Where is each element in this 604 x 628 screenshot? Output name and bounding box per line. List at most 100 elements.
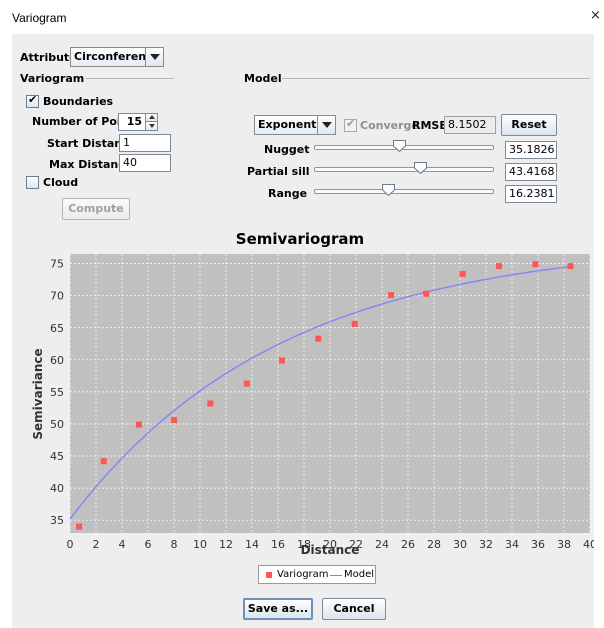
partial-sill-slider-thumb[interactable] xyxy=(414,162,428,174)
boundaries-label: Boundaries xyxy=(43,95,114,108)
variogram-point xyxy=(567,263,574,270)
model-type-value: Exponential xyxy=(258,118,332,131)
chart-grid xyxy=(69,254,591,533)
variogram-point xyxy=(315,335,322,342)
dialog-content: Attribute Circonference Variogram Model … xyxy=(12,34,594,628)
nugget-slider-thumb[interactable] xyxy=(392,140,406,152)
y-tick-label: 70 xyxy=(50,290,64,303)
range-slider-thumb[interactable] xyxy=(381,184,395,196)
x-tick-label: 30 xyxy=(453,538,467,551)
close-icon[interactable]: × xyxy=(590,8,601,23)
x-tick-label: 40 xyxy=(583,538,594,551)
converge-checkbox[interactable]: ✔ xyxy=(344,117,357,132)
variogram-point xyxy=(351,320,358,327)
x-tick-label: 24 xyxy=(375,538,389,551)
num-points-value: 15 xyxy=(126,115,142,128)
variogram-point xyxy=(459,270,466,277)
attribute-label: Attribute xyxy=(20,51,77,64)
start-distance-label: Start Distance xyxy=(47,137,137,150)
variogram-point xyxy=(532,261,539,268)
y-tick-label: 55 xyxy=(50,386,64,399)
range-slider[interactable] xyxy=(314,189,494,194)
x-tick-label: 34 xyxy=(505,538,519,551)
cloud-label: Cloud xyxy=(43,176,79,189)
cloud-checkbox[interactable] xyxy=(26,176,39,189)
x-axis-label: Distance xyxy=(301,543,360,554)
nugget-label: Nugget xyxy=(264,143,310,156)
x-axis: 0 2 4 6 8 10 12 14 16 18 20 22 24 26 28 30 32 34 36 38 40 xyxy=(67,538,595,551)
chart-legend: Variogram Model xyxy=(258,565,376,584)
boundaries-checkbox[interactable]: ✔ xyxy=(26,93,39,108)
check-icon: ✔ xyxy=(28,93,38,106)
y-tick-label: 45 xyxy=(50,450,64,463)
x-tick-label: 12 xyxy=(219,538,233,551)
variogram-point xyxy=(171,417,177,424)
x-tick-label: 10 xyxy=(193,538,207,551)
range-label: Range xyxy=(268,187,308,200)
variogram-point xyxy=(100,458,107,465)
x-tick-label: 14 xyxy=(245,538,259,551)
y-tick-label: 60 xyxy=(50,354,64,367)
variogram-point xyxy=(388,292,395,299)
variogram-point xyxy=(76,523,83,530)
x-tick-label: 18 xyxy=(297,538,311,551)
chevron-down-icon[interactable] xyxy=(145,48,163,66)
y-tick-label: 40 xyxy=(50,482,64,495)
variogram-point xyxy=(243,380,250,387)
variogram-point xyxy=(496,263,502,270)
x-tick-label: 22 xyxy=(349,538,363,551)
y-tick-label: 50 xyxy=(50,418,64,431)
model-curve xyxy=(69,265,571,520)
variogram-section-title: Variogram xyxy=(20,72,85,85)
variogram-points xyxy=(76,261,574,530)
start-distance-input[interactable]: 1 xyxy=(119,134,171,152)
save-as-button[interactable]: Save as... xyxy=(243,598,313,620)
y-tick-label: 75 xyxy=(50,258,64,271)
max-distance-label: Max Distance xyxy=(49,158,133,171)
compute-button[interactable]: Compute xyxy=(62,198,130,220)
spinner-down-icon[interactable] xyxy=(146,122,157,130)
converge-label: Converge xyxy=(360,119,419,132)
partial-sill-label: Partial sill xyxy=(247,165,310,178)
legend-marker-model xyxy=(330,575,342,576)
attribute-combo-value: Circonference xyxy=(74,50,161,63)
x-tick-label: 6 xyxy=(145,538,152,551)
reset-button[interactable]: Reset xyxy=(501,114,557,136)
x-tick-label: 20 xyxy=(323,538,337,551)
partial-sill-slider[interactable] xyxy=(314,167,494,172)
num-points-spinner[interactable]: 15 xyxy=(118,113,158,131)
x-tick-label: 4 xyxy=(119,538,126,551)
x-tick-label: 26 xyxy=(401,538,415,551)
variogram-point xyxy=(135,421,142,428)
nugget-value-field[interactable]: 35.1826 xyxy=(505,141,557,159)
model-section-title: Model xyxy=(244,72,282,85)
x-tick-label: 28 xyxy=(427,538,441,551)
y-tick-label: 65 xyxy=(50,322,64,335)
chevron-down-icon[interactable] xyxy=(317,116,335,134)
range-value-field[interactable]: 16.2381 xyxy=(505,185,557,203)
variogram-point xyxy=(207,400,214,407)
attribute-combo[interactable]: Circonference xyxy=(70,47,164,67)
spinner-arrows[interactable] xyxy=(145,114,157,130)
y-axis-label: Semivariance xyxy=(31,348,45,439)
rmse-field: 8.1502 xyxy=(444,116,496,134)
x-tick-label: 38 xyxy=(557,538,571,551)
cancel-button[interactable]: Cancel xyxy=(322,598,386,620)
y-tick-label: 35 xyxy=(50,514,64,527)
model-separator xyxy=(282,78,590,79)
legend-marker-variogram xyxy=(266,572,272,578)
title-bar: Variogram × xyxy=(0,0,604,34)
check-icon: ✔ xyxy=(346,117,356,130)
max-distance-input[interactable]: 40 xyxy=(119,154,171,172)
x-tick-label: 32 xyxy=(479,538,493,551)
rmse-label: RMSE xyxy=(412,119,447,132)
model-type-combo[interactable]: Exponential xyxy=(254,115,336,135)
legend-label-variogram: Variogram xyxy=(277,569,329,580)
spinner-up-icon[interactable] xyxy=(146,114,157,122)
x-tick-label: 0 xyxy=(67,538,74,551)
partial-sill-value-field[interactable]: 43.4168 xyxy=(505,163,557,181)
model-line xyxy=(69,265,571,520)
legend-label-model: Model xyxy=(344,569,375,580)
x-tick-label: 36 xyxy=(531,538,545,551)
